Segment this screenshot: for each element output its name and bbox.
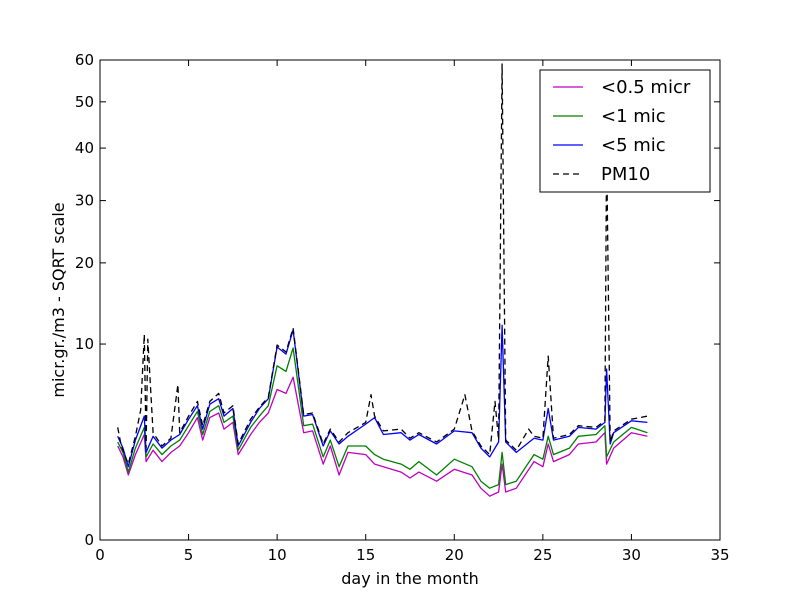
- legend: <0.5 micr <1 mic <5 mic PM10: [539, 69, 711, 193]
- y-tick-label: 50: [75, 93, 94, 111]
- legend-label-0: <0.5 micr: [601, 77, 691, 98]
- plot-frame: [99, 59, 721, 541]
- y-tick-label: 0: [84, 531, 94, 549]
- legend-label-3: PM10: [601, 164, 650, 185]
- y-axis: 0 10 20 30 40 50 60: [75, 51, 720, 549]
- x-axis-label: day in the month: [341, 569, 478, 588]
- legend-label-2: <5 mic: [601, 135, 666, 156]
- x-tick-label: 15: [356, 546, 375, 564]
- series-line-0: [117, 376, 648, 497]
- series-line-3: [117, 63, 648, 465]
- y-tick-label: 60: [75, 51, 94, 69]
- y-tick-label: 30: [75, 192, 94, 210]
- x-tick-label: 35: [710, 546, 729, 564]
- x-tick-label: 0: [95, 546, 105, 564]
- y-tick-label: 10: [75, 335, 94, 353]
- x-tick-label: 5: [184, 546, 194, 564]
- x-tick-label: 30: [622, 546, 641, 564]
- y-axis-label: micr.gr./m3 - SQRT scale: [49, 202, 68, 397]
- y-tick-label: 40: [75, 139, 94, 157]
- legend-box: [539, 69, 711, 193]
- x-tick-label: 25: [533, 546, 552, 564]
- x-tick-label: 10: [268, 546, 287, 564]
- x-tick-label: 20: [445, 546, 464, 564]
- y-tick-label: 20: [75, 254, 94, 272]
- series-line-2: [117, 324, 648, 468]
- legend-label-1: <1 mic: [601, 106, 666, 127]
- series-line-1: [117, 347, 648, 489]
- x-axis: 0 5 10 15 20 25 30 35: [95, 60, 730, 564]
